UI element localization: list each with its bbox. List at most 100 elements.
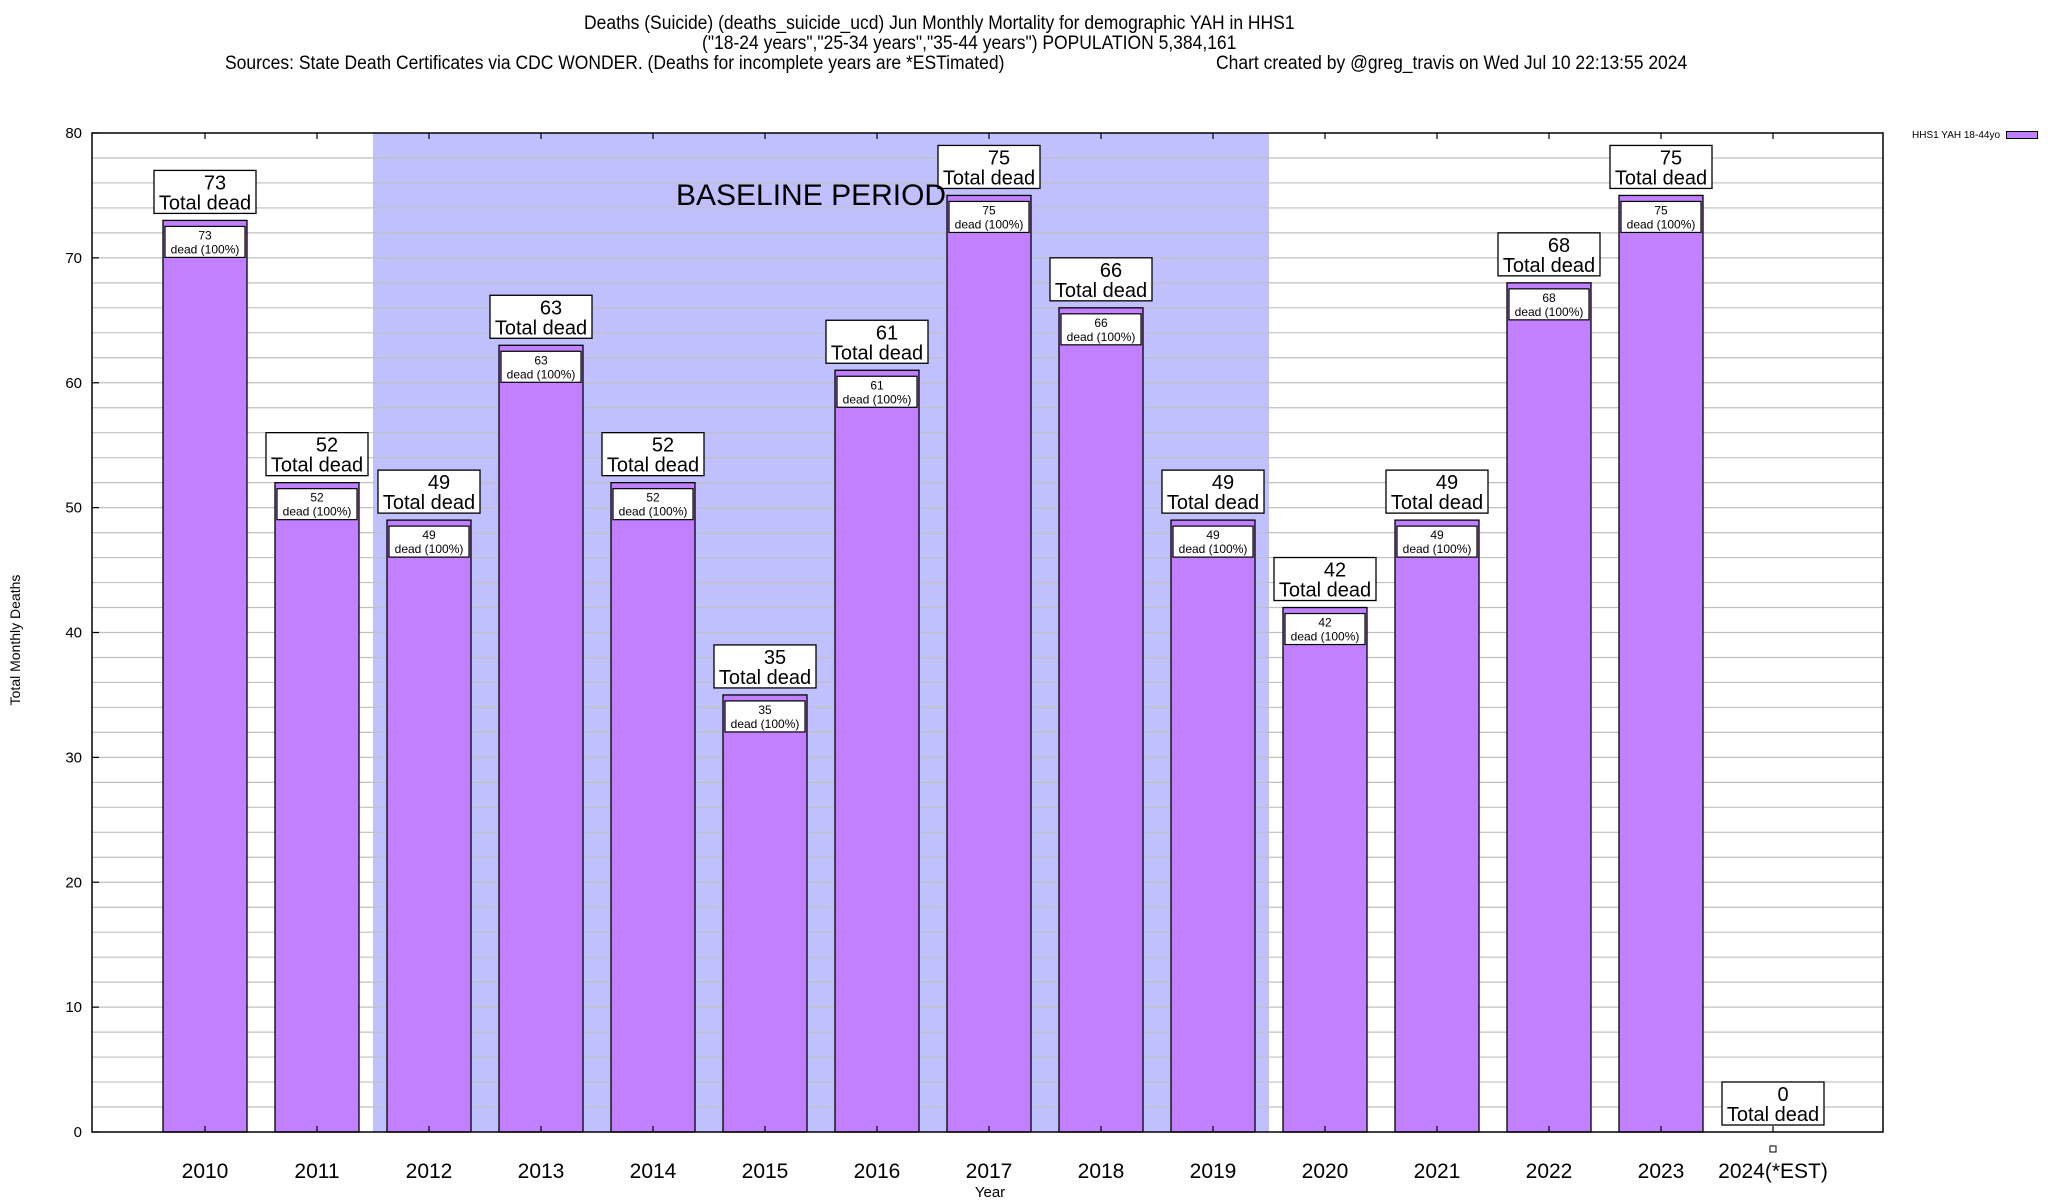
bar-inner-suffix: dead (100%) xyxy=(507,367,576,381)
bar-total-suffix: Total dead xyxy=(159,192,251,214)
bar-total-suffix: Total dead xyxy=(719,667,811,689)
bar-total-suffix: Total dead xyxy=(383,492,475,514)
bar-total-suffix: Total dead xyxy=(1503,255,1595,277)
bar-total-value: 52 xyxy=(652,435,674,457)
bar-total-suffix: Total dead xyxy=(1615,167,1707,189)
bar-inner-value: 35 xyxy=(758,703,772,717)
bar-total-label-box xyxy=(713,644,817,689)
y-tick-label: 80 xyxy=(65,125,82,142)
bar xyxy=(1282,606,1368,1133)
bar-total-value: 61 xyxy=(876,322,898,344)
bar-total-label-box xyxy=(1609,144,1713,190)
bar-total-suffix: Total dead xyxy=(1055,280,1147,302)
bar xyxy=(1618,194,1704,1133)
bar-total-value: 75 xyxy=(1660,147,1682,169)
bar-total-value: 52 xyxy=(316,435,338,457)
baseline-period-label: BASELINE PERIOD xyxy=(676,179,946,212)
bar-inner-suffix: dead (100%) xyxy=(955,217,1024,231)
y-tick-label: 0 xyxy=(74,1124,82,1141)
y-tick-label: 70 xyxy=(65,250,82,267)
bar-inner-suffix: dead (100%) xyxy=(619,505,688,519)
bar-total-value: 49 xyxy=(428,472,450,494)
bar-total-suffix: Total dead xyxy=(831,342,923,364)
bar-total-label-box xyxy=(1497,232,1601,277)
bar xyxy=(386,519,472,1133)
bar-inner-suffix: dead (100%) xyxy=(283,505,352,519)
bar-inner-label-box xyxy=(948,200,1030,234)
x-tick-label: 2022 xyxy=(1526,1160,1573,1183)
bar-inner-suffix: dead (100%) xyxy=(1179,542,1248,556)
y-axis-label-wrap: Total Monthly Deaths xyxy=(7,575,23,706)
bar-inner-value: 63 xyxy=(534,353,548,367)
x-tick-label: 2023 xyxy=(1638,1160,1685,1183)
bar-inner-value: 66 xyxy=(1094,316,1108,330)
bar xyxy=(1058,307,1144,1133)
y-axis-label: Total Monthly Deaths xyxy=(7,575,23,706)
bar-inner-suffix: dead (100%) xyxy=(171,242,240,256)
bar-inner-value: 52 xyxy=(646,491,660,505)
bar-total-label-box xyxy=(153,169,257,215)
bar-inner-label-box xyxy=(164,225,246,259)
legend-label: HHS1 YAH 18-44yo xyxy=(1912,130,2001,141)
bar-inner-suffix: dead (100%) xyxy=(731,717,800,731)
bar-inner-suffix: dead (100%) xyxy=(843,392,912,406)
x-tick-label: 2011 xyxy=(294,1160,339,1183)
bar xyxy=(946,194,1032,1133)
bar-total-label-box xyxy=(1273,556,1377,602)
bar-inner-value: 42 xyxy=(1318,616,1332,630)
bar-total-value: 42 xyxy=(1324,560,1346,582)
bar-total-suffix: Total dead xyxy=(1391,492,1483,514)
x-tick-label: 2020 xyxy=(1302,1160,1349,1183)
y-tick-label: 10 xyxy=(65,999,82,1016)
bar-inner-suffix: dead (100%) xyxy=(395,542,464,556)
chart-sources-line: Sources: State Death Certificates via CD… xyxy=(225,53,1005,74)
bar-total-value: 49 xyxy=(1212,472,1234,494)
bar-inner-value: 49 xyxy=(1206,528,1220,542)
bar-inner-label-box xyxy=(612,488,694,521)
legend-swatch xyxy=(2006,131,2039,140)
bar-inner-value: 75 xyxy=(982,203,996,217)
bar-total-value: 73 xyxy=(204,172,226,194)
x-tick-label: 2019 xyxy=(1190,1160,1237,1183)
bar-total-value: 49 xyxy=(1436,472,1458,494)
x-tick-label: 2012 xyxy=(406,1160,453,1183)
chart-credit-line: Chart created by @greg_travis on Wed Jul… xyxy=(1216,53,1688,74)
bar-inner-value: 68 xyxy=(1542,291,1556,305)
bar-total-label-box xyxy=(377,469,481,514)
x-tick-label: 2014 xyxy=(630,1160,677,1183)
bar-inner-label-box xyxy=(1172,525,1254,558)
chart-title-line-2: ("18-24 years","25-34 years","35-44 year… xyxy=(702,33,1237,54)
bar-inner-value: 73 xyxy=(198,228,212,242)
bar-total-suffix: Total dead xyxy=(1279,580,1371,602)
bar-inner-suffix: dead (100%) xyxy=(1515,305,1584,319)
x-tick-label: 2018 xyxy=(1078,1160,1125,1183)
bar-inner-value: 61 xyxy=(870,378,884,392)
bar xyxy=(1506,282,1592,1133)
bar-total-label-box xyxy=(1721,1081,1825,1126)
bar-total-value: 66 xyxy=(1100,260,1122,282)
bar-inner-value: 49 xyxy=(422,528,436,542)
bar-inner-label-box xyxy=(500,350,582,383)
bar-inner-suffix: dead (100%) xyxy=(1291,630,1360,644)
bar-total-suffix: Total dead xyxy=(271,455,363,477)
bar-total-value: 75 xyxy=(988,147,1010,169)
bar-inner-suffix: dead (100%) xyxy=(1403,542,1472,556)
